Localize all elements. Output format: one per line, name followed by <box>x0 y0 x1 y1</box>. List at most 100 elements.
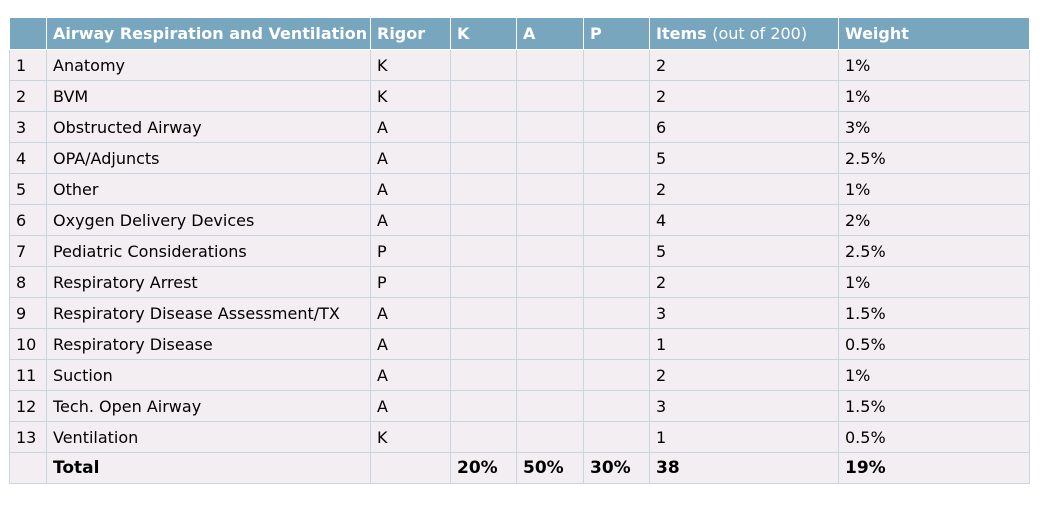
rigor-cell: A <box>370 142 451 174</box>
table-row: 6 Oxygen Delivery Devices A 4 2% <box>9 204 1030 236</box>
topic-cell: Tech. Open Airway <box>46 390 371 422</box>
p-cell <box>583 80 650 112</box>
k-cell <box>450 266 517 298</box>
weight-cell: 0.5% <box>838 421 1030 453</box>
row-number: 13 <box>9 421 47 453</box>
header-topic: Airway Respiration and Ventilation <box>46 17 371 50</box>
topic-cell: Respiratory Arrest <box>46 266 371 298</box>
table-row: 11 Suction A 2 1% <box>9 359 1030 391</box>
rigor-cell: K <box>370 421 451 453</box>
rigor-cell: A <box>370 390 451 422</box>
total-label: Total <box>46 452 371 484</box>
a-cell <box>516 328 584 360</box>
p-cell <box>583 235 650 267</box>
table-row: 9 Respiratory Disease Assessment/TX A 3 1.5% <box>9 297 1030 329</box>
header-k: K <box>450 17 517 50</box>
rigor-cell: A <box>370 173 451 205</box>
header-rigor: Rigor <box>370 17 451 50</box>
weight-cell: 2% <box>838 204 1030 236</box>
header-number <box>9 17 47 50</box>
weight-cell: 2.5% <box>838 235 1030 267</box>
items-cell: 3 <box>649 390 839 422</box>
rigor-cell: A <box>370 297 451 329</box>
topic-cell: Suction <box>46 359 371 391</box>
p-cell <box>583 328 650 360</box>
topic-cell: Respiratory Disease Assessment/TX <box>46 297 371 329</box>
total-items: 38 <box>649 452 839 484</box>
items-cell: 2 <box>649 80 839 112</box>
p-cell <box>583 359 650 391</box>
header-p: P <box>583 17 650 50</box>
weight-cell: 1% <box>838 80 1030 112</box>
table-row: 13 Ventilation K 1 0.5% <box>9 421 1030 453</box>
items-cell: 6 <box>649 111 839 143</box>
table-row: 2 BVM K 2 1% <box>9 80 1030 112</box>
items-cell: 3 <box>649 297 839 329</box>
p-cell <box>583 142 650 174</box>
k-cell <box>450 49 517 81</box>
table-row: 10 Respiratory Disease A 1 0.5% <box>9 328 1030 360</box>
items-cell: 2 <box>649 49 839 81</box>
total-k: 20% <box>450 452 517 484</box>
topic-cell: Pediatric Considerations <box>46 235 371 267</box>
rigor-cell: A <box>370 359 451 391</box>
row-number: 11 <box>9 359 47 391</box>
p-cell <box>583 266 650 298</box>
a-cell <box>516 235 584 267</box>
row-number: 1 <box>9 49 47 81</box>
total-weight: 19% <box>838 452 1030 484</box>
table-row: 3 Obstructed Airway A 6 3% <box>9 111 1030 143</box>
header-a: A <box>516 17 584 50</box>
k-cell <box>450 204 517 236</box>
items-cell: 2 <box>649 266 839 298</box>
table-row: 8 Respiratory Arrest P 2 1% <box>9 266 1030 298</box>
weight-cell: 1% <box>838 173 1030 205</box>
k-cell <box>450 235 517 267</box>
a-cell <box>516 173 584 205</box>
table-row: 7 Pediatric Considerations P 5 2.5% <box>9 235 1030 267</box>
topic-cell: Anatomy <box>46 49 371 81</box>
header-row: Airway Respiration and Ventilation Rigor… <box>9 17 1030 50</box>
k-cell <box>450 142 517 174</box>
weight-cell: 2.5% <box>838 142 1030 174</box>
p-cell <box>583 297 650 329</box>
weight-cell: 1% <box>838 49 1030 81</box>
topic-cell: Ventilation <box>46 421 371 453</box>
weight-cell: 1.5% <box>838 297 1030 329</box>
weight-cell: 3% <box>838 111 1030 143</box>
rigor-cell: K <box>370 80 451 112</box>
weight-cell: 0.5% <box>838 328 1030 360</box>
row-number: 4 <box>9 142 47 174</box>
k-cell <box>450 80 517 112</box>
table-body: 1 Anatomy K 2 1% 2 BVM K 2 1% 3 Obstructed Airway A 6… <box>9 49 1030 484</box>
k-cell <box>450 390 517 422</box>
table-row: 1 Anatomy K 2 1% <box>9 49 1030 81</box>
items-cell: 5 <box>649 235 839 267</box>
total-p: 30% <box>583 452 650 484</box>
total-a: 50% <box>516 452 584 484</box>
table-row: 5 Other A 2 1% <box>9 173 1030 205</box>
row-number: 7 <box>9 235 47 267</box>
items-cell: 5 <box>649 142 839 174</box>
a-cell <box>516 390 584 422</box>
row-number: 12 <box>9 390 47 422</box>
exam-blueprint-table: Airway Respiration and Ventilation Rigor… <box>9 17 1030 484</box>
rigor-cell: K <box>370 49 451 81</box>
topic-cell: OPA/Adjuncts <box>46 142 371 174</box>
topic-cell: Respiratory Disease <box>46 328 371 360</box>
rigor-cell: P <box>370 266 451 298</box>
table-row: 4 OPA/Adjuncts A 5 2.5% <box>9 142 1030 174</box>
table-row: 12 Tech. Open Airway A 3 1.5% <box>9 390 1030 422</box>
weight-cell: 1% <box>838 359 1030 391</box>
a-cell <box>516 266 584 298</box>
header-items: Items (out of 200) <box>649 17 839 50</box>
row-number: 2 <box>9 80 47 112</box>
row-number: 10 <box>9 328 47 360</box>
a-cell <box>516 297 584 329</box>
p-cell <box>583 49 650 81</box>
row-number: 9 <box>9 297 47 329</box>
topic-cell: BVM <box>46 80 371 112</box>
p-cell <box>583 173 650 205</box>
a-cell <box>516 204 584 236</box>
k-cell <box>450 173 517 205</box>
